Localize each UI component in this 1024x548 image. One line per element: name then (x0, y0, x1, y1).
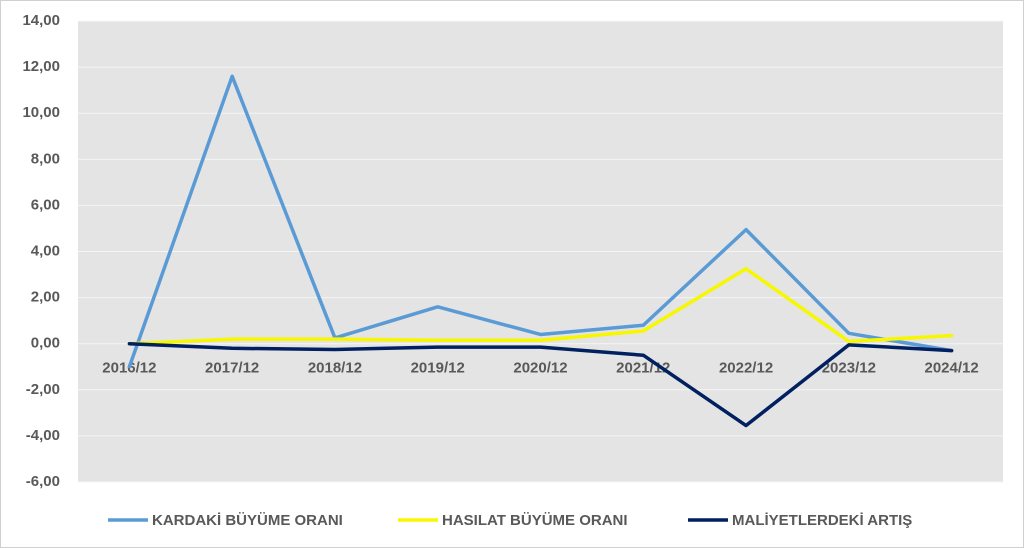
y-tick-label: -6,00 (26, 473, 60, 490)
y-tick-label: 14,00 (22, 12, 60, 29)
series-line (127, 267, 954, 346)
series-line (127, 74, 954, 369)
x-tick-label: 2020/12 (513, 360, 567, 377)
x-tick-label: 2018/12 (308, 360, 362, 377)
y-tick-label: 4,00 (31, 242, 60, 259)
x-tick-label: 2019/12 (411, 360, 465, 377)
x-tick-label: 2024/12 (924, 360, 978, 377)
y-tick-label: -2,00 (26, 381, 60, 398)
x-tick-label: 2022/12 (719, 360, 773, 377)
legend-label: MALİYETLERDEKİ ARTIŞ (732, 512, 912, 529)
y-tick-label: 10,00 (22, 104, 60, 121)
y-tick-label: 2,00 (31, 289, 60, 306)
y-tick-label: 6,00 (31, 196, 60, 213)
y-tick-label: 12,00 (22, 58, 60, 75)
legend-label: HASILAT BÜYÜME ORANI (442, 512, 628, 529)
series-line (127, 341, 954, 428)
x-tick-label: 2023/12 (822, 360, 876, 377)
x-tick-label: 2017/12 (205, 360, 259, 377)
y-tick-label: 0,00 (31, 335, 60, 352)
y-tick-label: 8,00 (31, 150, 60, 167)
y-tick-label: -4,00 (26, 427, 60, 444)
legend-label: KARDAKİ BÜYÜME ORANI (152, 512, 343, 529)
